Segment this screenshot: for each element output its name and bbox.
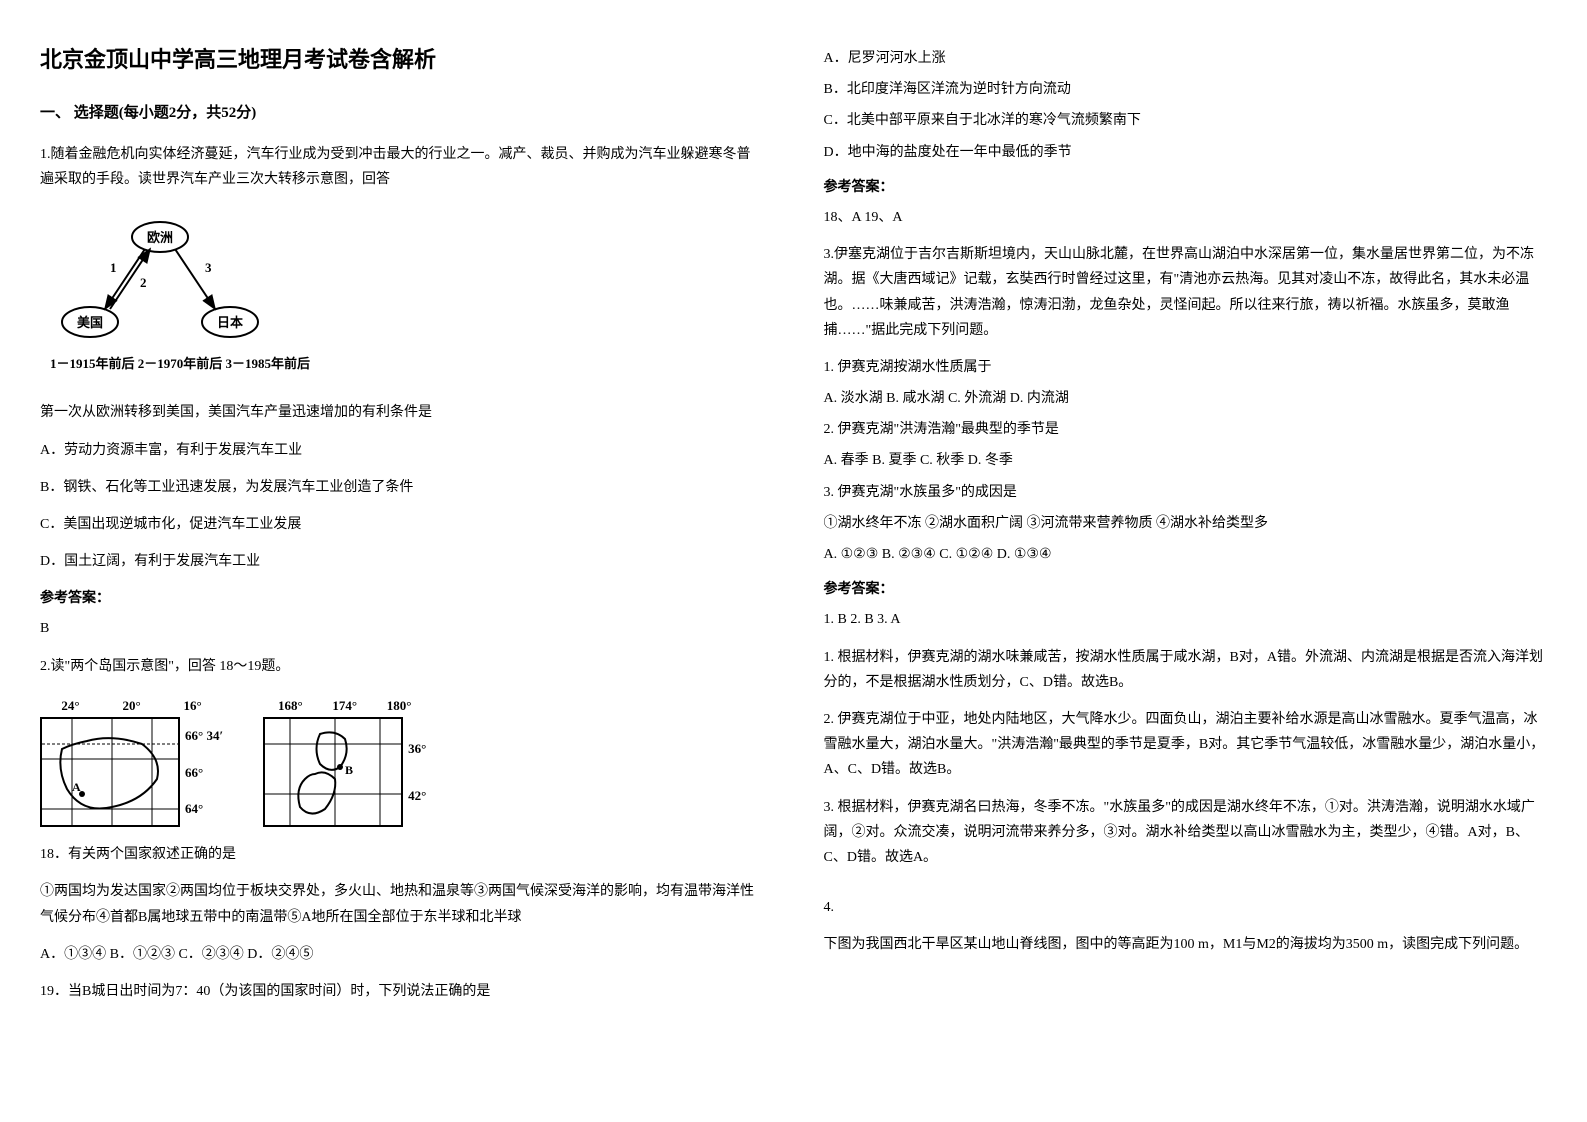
right-column: A．尼罗河河水上涨 B．北印度洋海区洋流为逆时针方向流动 C．北美中部平原来自于… [824, 40, 1548, 1016]
map2-wrap: B 36° 42° [263, 717, 426, 827]
page-title: 北京金顶山中学高三地理月考试卷含解析 [40, 40, 764, 80]
q3-intro: 3.伊塞克湖位于吉尔吉斯斯坦境内，天山山脉北麓，在世界高山湖泊中水深居第一位，集… [824, 242, 1548, 343]
arrow-2-label: 2 [140, 275, 147, 290]
map1-lat-2: 64° [185, 797, 223, 820]
q3-sub1-q: 1. 伊赛克湖按湖水性质属于 [824, 355, 1548, 380]
map1-lon-1: 20° [122, 694, 140, 717]
map2-lat-1: 42° [408, 784, 426, 807]
arrow-3 [175, 249, 215, 309]
map2-island-s [298, 773, 335, 814]
q1-opt-b: B．钢铁、石化等工业迅速发展，为发展汽车工业创造了条件 [40, 475, 764, 500]
map2-lon-1: 174° [332, 694, 357, 717]
q3-sub2-opts: A. 春季 B. 夏季 C. 秋季 D. 冬季 [824, 448, 1548, 473]
map2-lon-0: 168° [278, 694, 303, 717]
map2-island-n [317, 733, 347, 771]
map2-lon-labels: 168° 174° 180° [263, 694, 426, 717]
q4-text: 下图为我国西北干旱区某山地山脊线图，图中的等高距为100 m，M1与M2的海拔均… [824, 932, 1548, 957]
map1-svg: A [40, 717, 180, 827]
q18-choices: A．①③④ B．①②③ C．②③④ D．②④⑤ [40, 942, 764, 967]
map1-lon-labels: 24° 20° 16° [40, 694, 223, 717]
q3-sub3-opts2: A. ①②③ B. ②③④ C. ①②④ D. ①③④ [824, 542, 1548, 567]
arrow-3-label: 3 [205, 260, 212, 275]
q2-answer-label: 参考答案： [824, 175, 1548, 200]
q1-answer: B [40, 616, 764, 641]
map2-lat-labels: 36° 42° [408, 717, 426, 827]
q3-exp2: 2. 伊赛克湖位于中亚，地处内陆地区，大气降水少。四面负山，湖泊主要补给水源是高… [824, 707, 1548, 783]
node-japan-label: 日本 [217, 315, 243, 330]
section-heading: 一、 选择题(每小题2分，共52分) [40, 100, 764, 127]
map-container: 24° 20° 16° A [40, 694, 764, 827]
q1-intro: 1.随着金融危机向实体经济蔓延，汽车行业成为受到冲击最大的行业之一。减产、裁员、… [40, 142, 764, 192]
map1-lat-1: 66° [185, 761, 223, 784]
q3-exp3: 3. 根据材料，伊赛克湖名曰热海，冬季不冻。"水族虽多"的成因是湖水终年不冻，①… [824, 795, 1548, 871]
q3-sub3-opts1: ①湖水终年不冻 ②湖水面积广阔 ③河流带来营养物质 ④湖水补给类型多 [824, 511, 1548, 536]
map2-svg: B [263, 717, 403, 827]
map1-lat-0: 66° 34′ [185, 724, 223, 747]
q1-opt-d: D．国土辽阔，有利于发展汽车工业 [40, 549, 764, 574]
q1-question: 第一次从欧洲转移到美国，美国汽车产量迅速增加的有利条件是 [40, 400, 764, 425]
tree-diagram-wrapper: 欧洲 美国 日本 1 2 3 1－1915年前后 2－1970年前后 3－198… [40, 207, 764, 385]
q1-answer-label: 参考答案： [40, 586, 764, 611]
map2-box: 168° 174° 180° B [263, 694, 426, 827]
q19-opt-b: B．北印度洋海区洋流为逆时针方向流动 [824, 77, 1548, 102]
q18-text: 18．有关两个国家叙述正确的是 [40, 842, 764, 867]
arrow-1 [105, 249, 145, 309]
exam-page: 北京金顶山中学高三地理月考试卷含解析 一、 选择题(每小题2分，共52分) 1.… [40, 40, 1547, 1016]
q3-answer-label: 参考答案： [824, 577, 1548, 602]
map2-lon-2: 180° [387, 694, 412, 717]
node-us-label: 美国 [77, 315, 103, 330]
map2-point-b-label: B [345, 763, 353, 777]
node-europe-label: 欧洲 [147, 230, 173, 245]
map1-lon-2: 16° [183, 694, 201, 717]
q3-sub2-q: 2. 伊赛克湖"洪涛浩瀚"最典型的季节是 [824, 417, 1548, 442]
q19-opt-c: C．北美中部平原来自于北冰洋的寒冷气流频繁南下 [824, 108, 1548, 133]
arrow-1-label: 1 [110, 260, 117, 275]
q2-intro: 2.读"两个岛国示意图"，回答 18～19题。 [40, 654, 764, 679]
q4-num: 4. [824, 895, 1548, 920]
q3-sub3-q: 3. 伊赛克湖"水族虽多"的成因是 [824, 480, 1548, 505]
q19-text: 19．当B城日出时间为7：40（为该国的国家时间）时，下列说法正确的是 [40, 979, 764, 1004]
map1-lat-labels: 66° 34′ 66° 64° [185, 717, 223, 827]
map1-island [60, 738, 158, 808]
map1-box: 24° 20° 16° A [40, 694, 223, 827]
q19-opt-a: A．尼罗河河水上涨 [824, 46, 1548, 71]
map2-lat-0: 36° [408, 737, 426, 760]
q2-answer: 18、A 19、A [824, 205, 1548, 230]
q1-opt-c: C．美国出现逆城市化，促进汽车工业发展 [40, 512, 764, 537]
diagram-caption: 1－1915年前后 2－1970年前后 3－1985年前后 [50, 352, 310, 375]
q18-options: ①两国均为发达国家②两国均位于板块交界处，多火山、地热和温泉等③两国气候深受海洋… [40, 879, 764, 929]
transfer-diagram-svg: 欧洲 美国 日本 1 2 3 [50, 217, 270, 347]
q19-opt-d: D．地中海的盐度处在一年中最低的季节 [824, 140, 1548, 165]
q1-opt-a: A．劳动力资源丰富，有利于发展汽车工业 [40, 438, 764, 463]
map2-point-b [337, 764, 343, 770]
q3-answer-line: 1. B 2. B 3. A [824, 607, 1548, 632]
q3-exp1: 1. 根据材料，伊赛克湖的湖水味兼咸苦，按湖水性质属于咸水湖，B对，A错。外流湖… [824, 645, 1548, 695]
map1-lon-0: 24° [61, 694, 79, 717]
left-column: 北京金顶山中学高三地理月考试卷含解析 一、 选择题(每小题2分，共52分) 1.… [40, 40, 764, 1016]
map1-point-a-label: A [72, 780, 81, 794]
map1-wrap: A 66° 34′ 66° 64° [40, 717, 223, 827]
tree-diagram: 欧洲 美国 日本 1 2 3 1－1915年前后 2－1970年前后 3－198… [40, 207, 320, 385]
q3-sub1-opts: A. 淡水湖 B. 咸水湖 C. 外流湖 D. 内流湖 [824, 386, 1548, 411]
